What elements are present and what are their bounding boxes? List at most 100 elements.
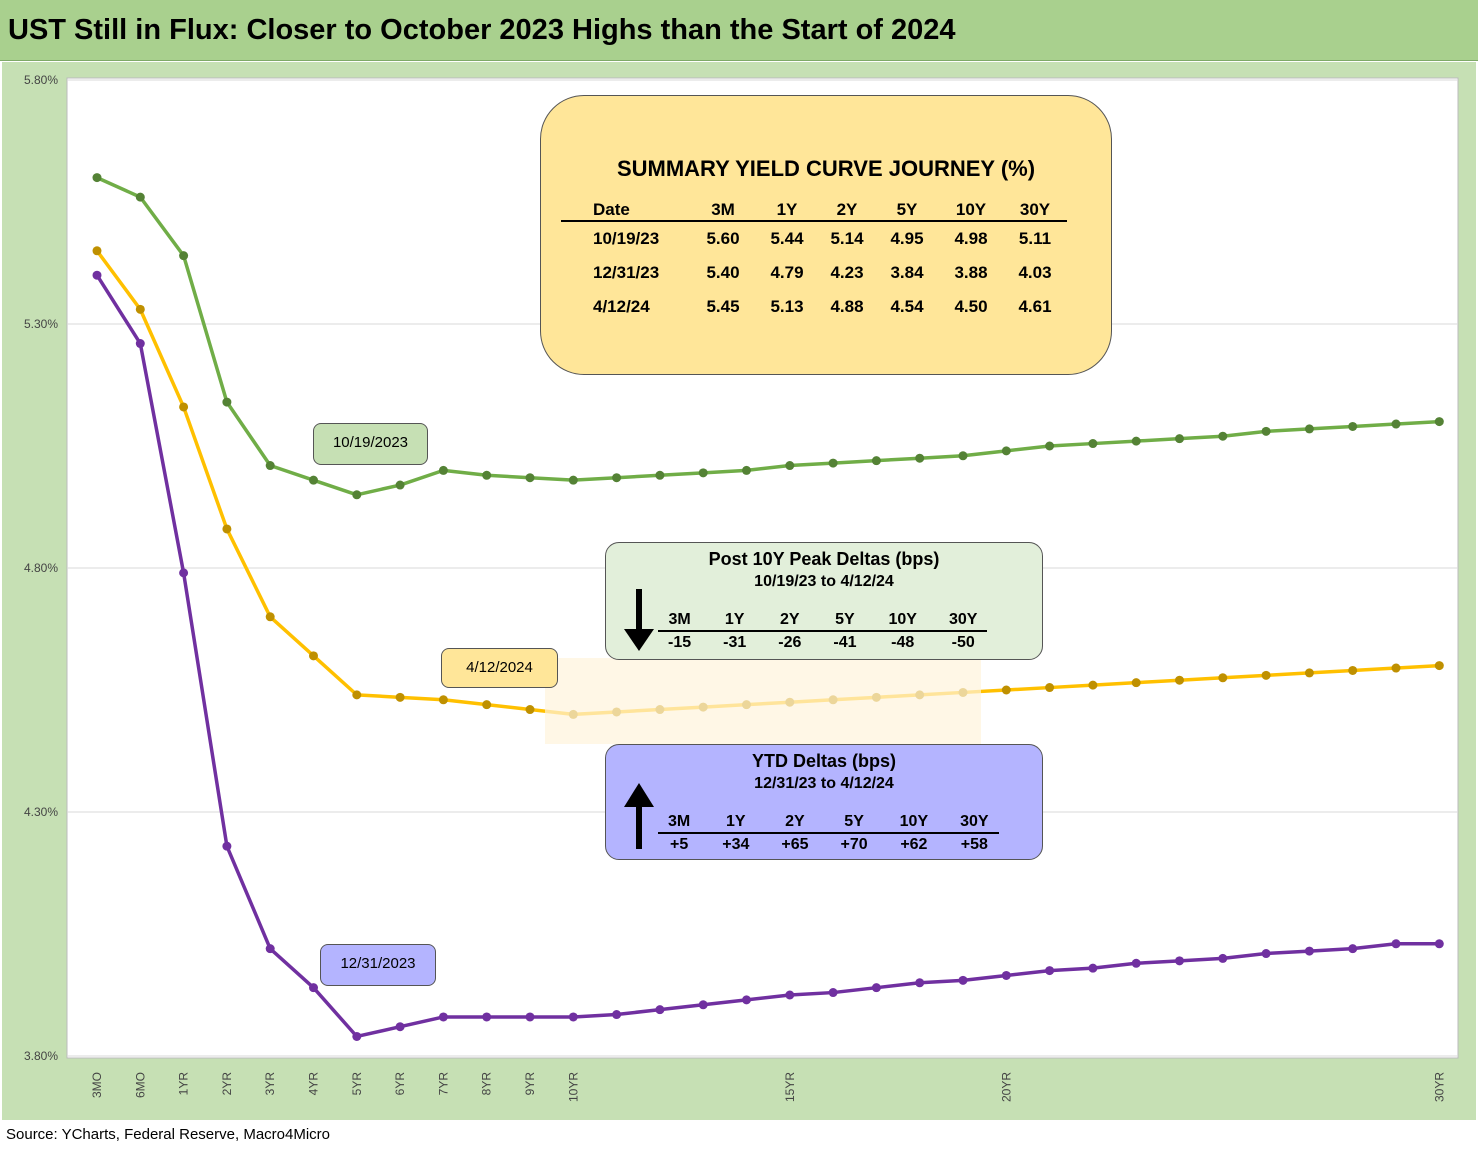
- y-tick-label: 5.80%: [24, 73, 58, 87]
- delta-header: 2Y: [756, 609, 812, 632]
- data-point: [1131, 678, 1141, 688]
- chart-title: UST Still in Flux: Closer to October 202…: [8, 14, 956, 46]
- data-point: [265, 612, 275, 622]
- y-tick-label: 4.30%: [24, 805, 58, 819]
- data-point: [1261, 670, 1271, 680]
- data-point: [612, 1010, 622, 1020]
- delta-header: 5Y: [818, 811, 878, 834]
- summary-cell: 5.11: [1018, 229, 1052, 248]
- data-point: [1045, 441, 1055, 451]
- delta-header: 5Y: [811, 609, 867, 632]
- summary-row: 10/19/23 5.60 5.44 5.14 4.95 4.98 5.11: [561, 221, 1067, 256]
- summary-cell: 5.14: [830, 229, 864, 248]
- series-10-19-2023: [92, 173, 1444, 500]
- data-point: [1434, 939, 1444, 949]
- data-point: [179, 568, 189, 578]
- data-point: [1348, 421, 1358, 431]
- data-point: [698, 1000, 708, 1010]
- summary-cell: 4.88: [830, 297, 864, 316]
- x-tick-label: 15YR: [783, 1072, 797, 1102]
- data-point: [871, 456, 881, 466]
- callout-oct-label: 10/19/2023: [313, 423, 428, 465]
- data-point: [395, 1022, 405, 1032]
- data-point: [1434, 661, 1444, 671]
- data-point: [352, 490, 362, 500]
- data-point: [1131, 958, 1141, 968]
- data-point: [525, 473, 535, 483]
- title-bar: UST Still in Flux: Closer to October 202…: [0, 0, 1478, 61]
- data-point: [395, 692, 405, 702]
- delta-header: 10Y: [877, 811, 939, 834]
- summary-header: 2Y: [819, 200, 875, 222]
- ytd-deltas-subtitle: 12/31/23 to 4/12/24: [754, 775, 894, 792]
- data-point: [438, 1012, 448, 1022]
- overlay-wash: [545, 658, 981, 744]
- summary-header-row: Date 3M 1Y 2Y 5Y 10Y 30Y: [561, 200, 1067, 222]
- delta-value: +62: [900, 836, 928, 853]
- data-point: [871, 983, 881, 993]
- data-point: [1218, 673, 1228, 683]
- data-point: [1218, 431, 1228, 441]
- y-tick-label: 5.30%: [24, 317, 58, 331]
- data-point: [482, 700, 492, 710]
- data-point: [395, 480, 405, 490]
- data-point: [1391, 939, 1401, 949]
- data-point: [1304, 424, 1314, 434]
- summary-cell: 10/19/23: [593, 229, 660, 248]
- data-point: [1001, 970, 1011, 980]
- delta-value: +34: [722, 836, 750, 853]
- x-tick-label: 3MO: [90, 1072, 104, 1098]
- ytd-deltas-header-row: 3M 1Y 2Y 5Y 10Y 30Y: [658, 811, 999, 834]
- delta-header: 2Y: [759, 811, 819, 834]
- delta-value: +65: [781, 836, 809, 853]
- delta-value: +5: [669, 836, 689, 853]
- summary-cell: 4.54: [890, 297, 924, 316]
- summary-cell: 4.23: [830, 263, 864, 282]
- data-point: [1391, 663, 1401, 673]
- x-tick-label: 1YR: [177, 1072, 191, 1096]
- data-point: [915, 978, 925, 988]
- data-point: [568, 1012, 578, 1022]
- data-point: [1131, 436, 1141, 446]
- data-point: [222, 841, 232, 851]
- data-point: [1175, 434, 1184, 444]
- data-point: [135, 192, 145, 202]
- data-point: [265, 944, 275, 954]
- callout-dec-label: 12/31/2023: [320, 944, 436, 986]
- series-line: [95, 274, 1440, 1039]
- x-tick-label: 30YR: [1432, 1072, 1446, 1102]
- delta-header: 1Y: [700, 811, 760, 834]
- peak-deltas-subtitle: 10/19/23 to 4/12/24: [754, 573, 894, 590]
- summary-cell: 4/12/24: [593, 297, 650, 316]
- summary-cell: 3.84: [890, 263, 924, 282]
- data-point: [655, 1005, 665, 1015]
- summary-cell: 5.13: [770, 297, 804, 316]
- data-point: [1088, 680, 1098, 690]
- data-point: [92, 270, 102, 280]
- data-point: [482, 470, 492, 480]
- ytd-deltas-table: 3M 1Y 2Y 5Y 10Y 30Y +5 +34 +65 +70 +62 +…: [658, 811, 999, 856]
- data-point: [1175, 675, 1184, 685]
- data-point: [1001, 685, 1011, 695]
- data-point: [742, 995, 751, 1005]
- data-point: [179, 251, 189, 261]
- peak-deltas-header-row: 3M 1Y 2Y 5Y 10Y 30Y: [658, 609, 988, 632]
- x-tick-label: 5YR: [350, 1072, 364, 1096]
- data-point: [1391, 419, 1401, 429]
- data-point: [1045, 966, 1055, 976]
- data-point: [1088, 439, 1098, 449]
- data-point: [135, 339, 145, 349]
- data-point: [958, 975, 968, 985]
- delta-value: +58: [960, 836, 988, 853]
- summary-cell: 5.60: [706, 229, 740, 248]
- data-point: [1348, 944, 1358, 954]
- data-point: [1218, 953, 1228, 963]
- data-point: [1175, 956, 1184, 966]
- delta-value: -41: [833, 634, 857, 651]
- summary-title: SUMMARY YIELD CURVE JOURNEY (%): [616, 156, 1036, 181]
- x-tick-label: 6YR: [393, 1072, 407, 1096]
- data-point: [655, 470, 665, 480]
- data-point: [742, 465, 751, 475]
- summary-cell: 3.88: [954, 263, 988, 282]
- data-point: [828, 988, 838, 998]
